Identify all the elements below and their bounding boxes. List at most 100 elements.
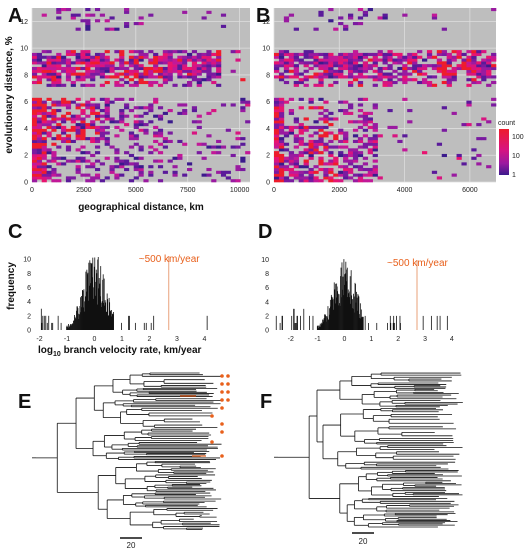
heatmap-cell	[153, 114, 159, 118]
heatmap-cell	[303, 128, 309, 132]
heatmap-cell	[99, 134, 105, 138]
heatmap-cell	[441, 52, 447, 57]
heatmap-cell	[65, 128, 72, 132]
heatmap-cell	[451, 173, 457, 177]
heatmap-cell	[278, 170, 285, 174]
heatmap-cell	[36, 145, 42, 149]
heatmap-cell	[90, 78, 96, 82]
heatmap-cell	[367, 170, 373, 174]
heatmap-cell	[56, 10, 62, 14]
heatmap-cell	[426, 80, 433, 85]
heatmap-cell	[182, 10, 188, 14]
heatmap-cell	[133, 176, 139, 180]
heatmap-cell	[104, 100, 110, 104]
heatmap-cell	[94, 114, 101, 118]
heatmap-cell	[328, 66, 334, 71]
heatmap-cell	[456, 153, 462, 158]
heatmap-cell	[182, 64, 188, 68]
heatmap-cell	[377, 75, 383, 79]
heatmap-cell	[283, 179, 290, 183]
heatmap-cell	[104, 117, 110, 121]
heatmap-cell	[323, 134, 329, 138]
heatmap-cell	[32, 173, 38, 177]
heatmap-cell	[143, 131, 149, 135]
heatmap-cell	[41, 179, 47, 183]
heatmap-cell	[153, 75, 159, 79]
heatmap-cell	[456, 64, 462, 68]
heatmap-cell	[328, 61, 334, 65]
heatmap-cell	[119, 64, 125, 68]
heatmap-cell	[283, 125, 290, 129]
heatmap-cell	[104, 125, 110, 129]
heatmap-cell	[318, 80, 324, 85]
heatmap-cell	[362, 117, 369, 121]
heatmap-cell	[51, 128, 57, 132]
heatmap-cell	[441, 128, 447, 132]
heatmap-cell	[148, 165, 154, 169]
heatmap-cell	[90, 179, 96, 183]
heatmap-cell	[318, 78, 324, 82]
heatmap-cell	[201, 156, 207, 160]
heatmap-cell	[402, 58, 408, 62]
heatmap-cell	[90, 111, 96, 115]
heatmap-cell	[491, 52, 497, 57]
heatmap-cell	[303, 151, 309, 155]
heatmap-cell	[148, 145, 154, 149]
heatmap-cell	[466, 100, 472, 104]
heatmap-cell	[85, 125, 91, 129]
heatmap-cell	[446, 69, 452, 73]
heatmap-cell	[313, 83, 319, 87]
heatmap-cell	[283, 100, 290, 104]
heatmap-cell	[32, 75, 38, 79]
x-tick-label: -2	[288, 336, 294, 343]
heatmap-cell	[318, 10, 324, 14]
heatmap-cell	[104, 50, 110, 54]
heatmap-cell	[80, 145, 86, 149]
heatmap-cell	[466, 61, 472, 65]
heatmap-cell	[157, 142, 164, 146]
heatmap-cell	[436, 50, 443, 54]
heatmap-cell	[216, 66, 222, 71]
heatmap-cell	[283, 75, 290, 79]
heatmap-cell	[387, 66, 393, 71]
heatmap-cell	[481, 50, 487, 54]
heatmap-cell	[75, 78, 81, 82]
heatmap-cell	[323, 162, 329, 166]
heatmap-cell	[70, 159, 76, 163]
heatmap-cell	[441, 72, 447, 76]
heatmap-cell	[392, 58, 398, 62]
heatmap-cell	[343, 100, 349, 104]
heatmap-cell	[357, 179, 364, 183]
heatmap-cell	[357, 97, 364, 101]
highlight-dot	[220, 406, 224, 410]
heatmap-cell	[283, 131, 290, 135]
heatmap-cell	[90, 176, 96, 180]
heatmap-cell	[153, 139, 159, 144]
heatmap-cell	[313, 151, 319, 155]
heatmap-cell	[348, 151, 354, 155]
heatmap-cell	[75, 55, 81, 59]
heatmap-cell	[206, 52, 212, 57]
heatmap-cell	[362, 134, 369, 138]
heatmap-cell	[65, 139, 72, 144]
heatmap-cell	[446, 78, 452, 82]
heatmap-cell	[32, 61, 38, 65]
heatmap-cell	[56, 16, 62, 20]
heatmap-cell	[308, 50, 314, 54]
heatmap-cell	[313, 61, 319, 65]
heatmap-cell	[99, 114, 105, 118]
heatmap-cell	[225, 128, 231, 132]
y-tick-label: 8	[27, 271, 31, 278]
heatmap-cell	[278, 148, 285, 152]
heatmap-cell	[65, 61, 72, 65]
heatmap-cell	[333, 159, 339, 163]
heatmap-cell	[201, 69, 207, 73]
heatmap-cell	[41, 148, 47, 152]
heatmap-cell	[56, 64, 62, 68]
heatmap-cell	[133, 125, 139, 129]
heatmap-cell	[177, 156, 183, 160]
heatmap-cell	[407, 72, 413, 76]
heatmap-cell	[46, 75, 52, 79]
heatmap-cell	[481, 64, 487, 68]
heatmap-cell	[36, 106, 42, 110]
